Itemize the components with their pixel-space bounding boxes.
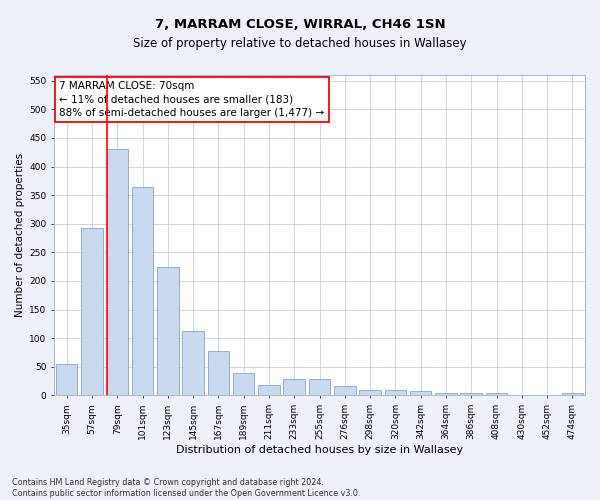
Bar — [107, 150, 128, 396]
Bar — [283, 380, 305, 396]
Bar — [56, 364, 77, 396]
Bar — [81, 228, 103, 396]
Bar — [410, 391, 431, 396]
Text: 7 MARRAM CLOSE: 70sqm
← 11% of detached houses are smaller (183)
88% of semi-det: 7 MARRAM CLOSE: 70sqm ← 11% of detached … — [59, 82, 325, 118]
Bar — [258, 385, 280, 396]
Bar — [435, 392, 457, 396]
Bar — [460, 392, 482, 396]
X-axis label: Distribution of detached houses by size in Wallasey: Distribution of detached houses by size … — [176, 445, 463, 455]
Bar — [182, 331, 204, 396]
Text: Size of property relative to detached houses in Wallasey: Size of property relative to detached ho… — [133, 38, 467, 51]
Bar — [157, 266, 179, 396]
Bar — [132, 186, 153, 396]
Bar — [562, 393, 583, 396]
Bar — [334, 386, 356, 396]
Text: 7, MARRAM CLOSE, WIRRAL, CH46 1SN: 7, MARRAM CLOSE, WIRRAL, CH46 1SN — [155, 18, 445, 30]
Text: Contains HM Land Registry data © Crown copyright and database right 2024.
Contai: Contains HM Land Registry data © Crown c… — [12, 478, 361, 498]
Bar — [233, 372, 254, 396]
Y-axis label: Number of detached properties: Number of detached properties — [15, 153, 25, 318]
Bar — [385, 390, 406, 396]
Bar — [486, 392, 507, 396]
Bar — [309, 380, 330, 396]
Bar — [359, 390, 381, 396]
Bar — [208, 352, 229, 396]
